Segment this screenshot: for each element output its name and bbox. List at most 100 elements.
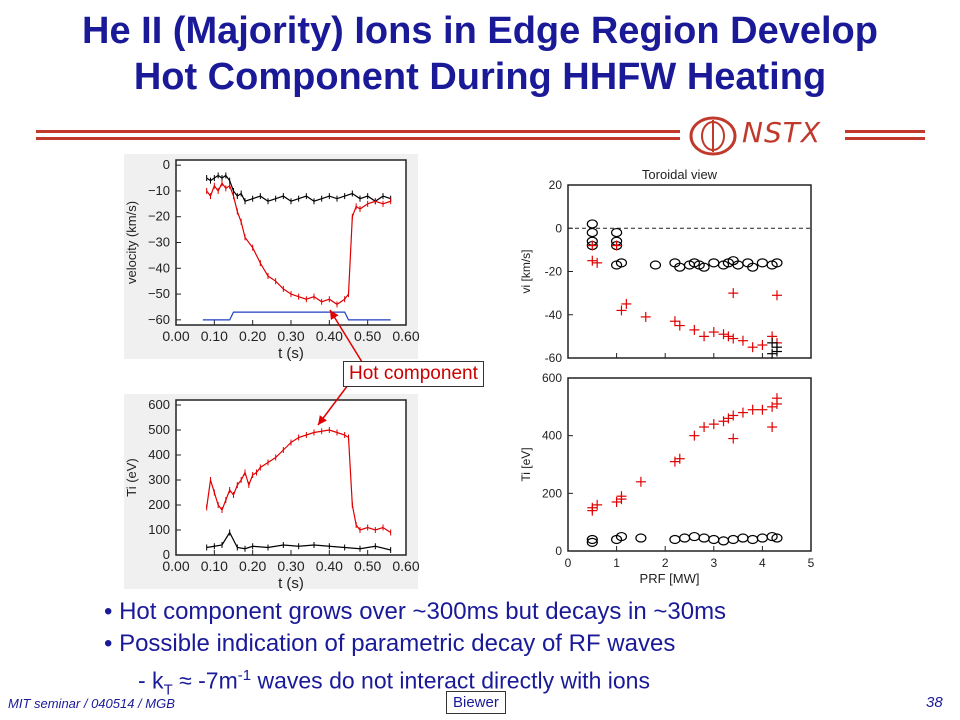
chart-1-ytick-label: 500 [148,422,170,437]
title-line-2: Hot Component During HHFW Heating [133,56,827,98]
chart-0-xtick-label: 0.30 [277,328,304,344]
chart-1-xtick-label: 0.00 [162,558,189,574]
chart-2-series-0-point [698,262,710,272]
chart-0-xtick-label: 0.60 [392,328,419,344]
chart-2-series-1-point [728,288,739,299]
chart-0-xtick-label: 0.00 [162,328,189,344]
chart-2-series-1-point [621,298,632,309]
chart-2-ylabel: vi [km/s] [519,250,533,294]
chart-2-series-1-point [689,324,700,335]
chart-2-series-0-point [586,219,598,229]
chart-2-series-1-point [737,335,748,346]
chart-0-ytick-label: 0 [163,157,170,172]
chart-3-series-0-point [771,393,782,404]
page-title: He II (Majority) Ions in Edge Region Dev… [0,8,960,100]
title-rule-right-2 [845,137,925,140]
chart-3-series-1-point [615,531,628,542]
chart-2-series-0-point [747,262,759,272]
chart-2-series-1-point [771,290,782,301]
author-box: Biewer [446,691,506,714]
chart-2-series-1-point [640,311,651,322]
chart-3-series-1-point [766,531,778,542]
chart-2-series-0-point [771,258,783,268]
chart-1-xtick-label: 0.30 [277,558,304,574]
chart-1-series-1-line [206,531,391,551]
chart-2-series-1-point [587,240,598,251]
annotation-arrow-down [317,384,349,426]
chart-2-ytick-label: 20 [549,178,563,192]
chart-2-ytick-label: -20 [545,265,563,279]
chart-1-xtick-label: 0.60 [392,558,419,574]
chart-3-series-1-point [586,537,598,547]
sub-bullet-mid: ≈ -7m [172,667,238,694]
chart-0-ytick-label: −40 [148,260,170,275]
chart-3-series-0-point [728,410,739,421]
chart-0-ytick-label: −30 [148,235,170,250]
chart-0-frame [175,159,407,326]
chart-2-series-1-point [699,331,710,342]
chart-3-series-0-point [699,422,710,433]
chart-0-xtick-label: 0.20 [239,328,266,344]
hot-component-annotation: Hot component [343,361,484,387]
chart-3-series-1-point [771,533,783,543]
chart-2-title: Toroidal view [642,167,718,182]
chart-2-frame [567,184,812,359]
chart-3-xtick-label: 1 [613,556,620,570]
chart-3-series-0-point [674,453,685,464]
chart-2-series-1-point [587,255,598,266]
chart-1-xtick-label: 0.50 [354,558,381,574]
sub-bullet-prefix: - k [138,667,164,694]
chart-2-series-1-point [757,340,768,351]
chart-2-series-2-point [767,337,778,348]
title-rule-right [845,130,925,133]
chart-3-series-0-point [616,491,627,502]
chart-3-ytick-label: 600 [542,371,562,385]
chart-1-ylabel: Ti (eV) [124,458,139,497]
chart-3-series-1-point [635,533,647,543]
chart-3-ytick-label: 200 [542,486,562,500]
chart-2-series-1-point [674,320,685,331]
title-rule-left-2 [36,137,680,140]
chart-2-series-0-point [586,227,598,238]
chart-1-ytick-label: 300 [148,472,170,487]
chart-3-series-0-point [708,419,719,430]
chart-2-series-0-point [649,260,662,270]
sub-bullet-subscript: T [163,681,173,699]
chart-0-xtick-label: 0.10 [201,328,228,344]
chart-3-xtick-label: 4 [759,556,766,570]
chart-2-series-0-point [615,258,628,268]
chart-3-series-1-point [586,534,598,545]
title-rule-left [36,130,680,133]
chart-0-ytick-label: −60 [148,312,170,327]
chart-2-series-1-point [728,333,739,344]
page-number: 38 [926,694,943,711]
sub-bullet-suffix: waves do not interact directly with ions [251,667,650,694]
chart-2-series-1-point [723,331,734,342]
chart-1-series-0-line [206,429,391,534]
chart-0-xtick-label: 0.50 [354,328,381,344]
chart-0-ylabel: velocity (km/s) [124,201,139,284]
chart-0-ytick-label: −20 [148,209,170,224]
title-line-1: He II (Majority) Ions in Edge Region Dev… [82,10,878,52]
chart-1-xtick-label: 0.20 [239,558,266,574]
chart-1-ytick-label: 600 [148,397,170,412]
chart-2-series-1-point [592,257,603,268]
chart-3-series-0-point [728,433,739,444]
chart-3-series-0-point [767,422,778,433]
chart-3-series-0-point [757,404,768,415]
annotation-arrow-up [329,309,363,363]
footer-text: MIT seminar / 040514 / MGB [8,696,175,711]
chart-0-xlabel: t (s) [278,345,304,362]
sub-bullet-superscript: -1 [237,667,252,684]
chart-2-ytick-label: -60 [545,351,563,365]
chart-2-series-1-point [616,305,627,316]
chart-1-xtick-label: 0.40 [316,558,343,574]
chart-0-series-0-line [206,174,391,202]
chart-2-ytick-label: -40 [545,308,563,322]
chart-3-xtick-label: 5 [808,556,815,570]
chart-1-ytick-label: 400 [148,447,170,462]
chart-2-series-1-point [708,327,719,338]
chart-0-ytick-label: −50 [148,286,170,301]
chart-0-series-2-line [202,311,391,321]
